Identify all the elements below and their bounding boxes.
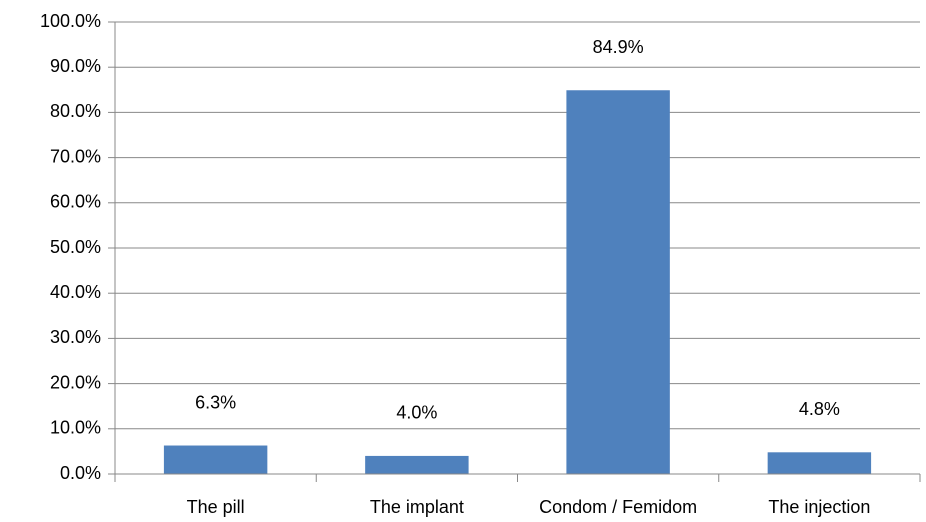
y-tick-label: 100.0%: [40, 11, 101, 31]
y-tick-label: 0.0%: [60, 463, 101, 483]
y-tick-label: 40.0%: [50, 282, 101, 302]
bar: [566, 90, 670, 474]
y-tick-label: 90.0%: [50, 56, 101, 76]
y-tick-label: 70.0%: [50, 146, 101, 166]
bar: [163, 445, 268, 474]
x-tick-label: The pill: [187, 497, 245, 517]
bar: [365, 455, 469, 474]
data-label: 4.8%: [799, 399, 840, 419]
x-tick-label: The implant: [370, 497, 464, 517]
y-tick-label: 50.0%: [50, 237, 101, 257]
data-label: 84.9%: [593, 37, 644, 57]
x-tick-label: Condom / Femidom: [539, 497, 697, 517]
bar: [767, 452, 872, 474]
y-tick-label: 20.0%: [50, 372, 101, 392]
y-tick-label: 30.0%: [50, 327, 101, 347]
x-tick-label: The injection: [768, 497, 870, 517]
data-label: 4.0%: [396, 403, 437, 423]
data-label: 6.3%: [195, 392, 236, 412]
y-tick-label: 10.0%: [50, 418, 101, 438]
y-tick-label: 80.0%: [50, 101, 101, 121]
y-tick-label: 60.0%: [50, 192, 101, 212]
